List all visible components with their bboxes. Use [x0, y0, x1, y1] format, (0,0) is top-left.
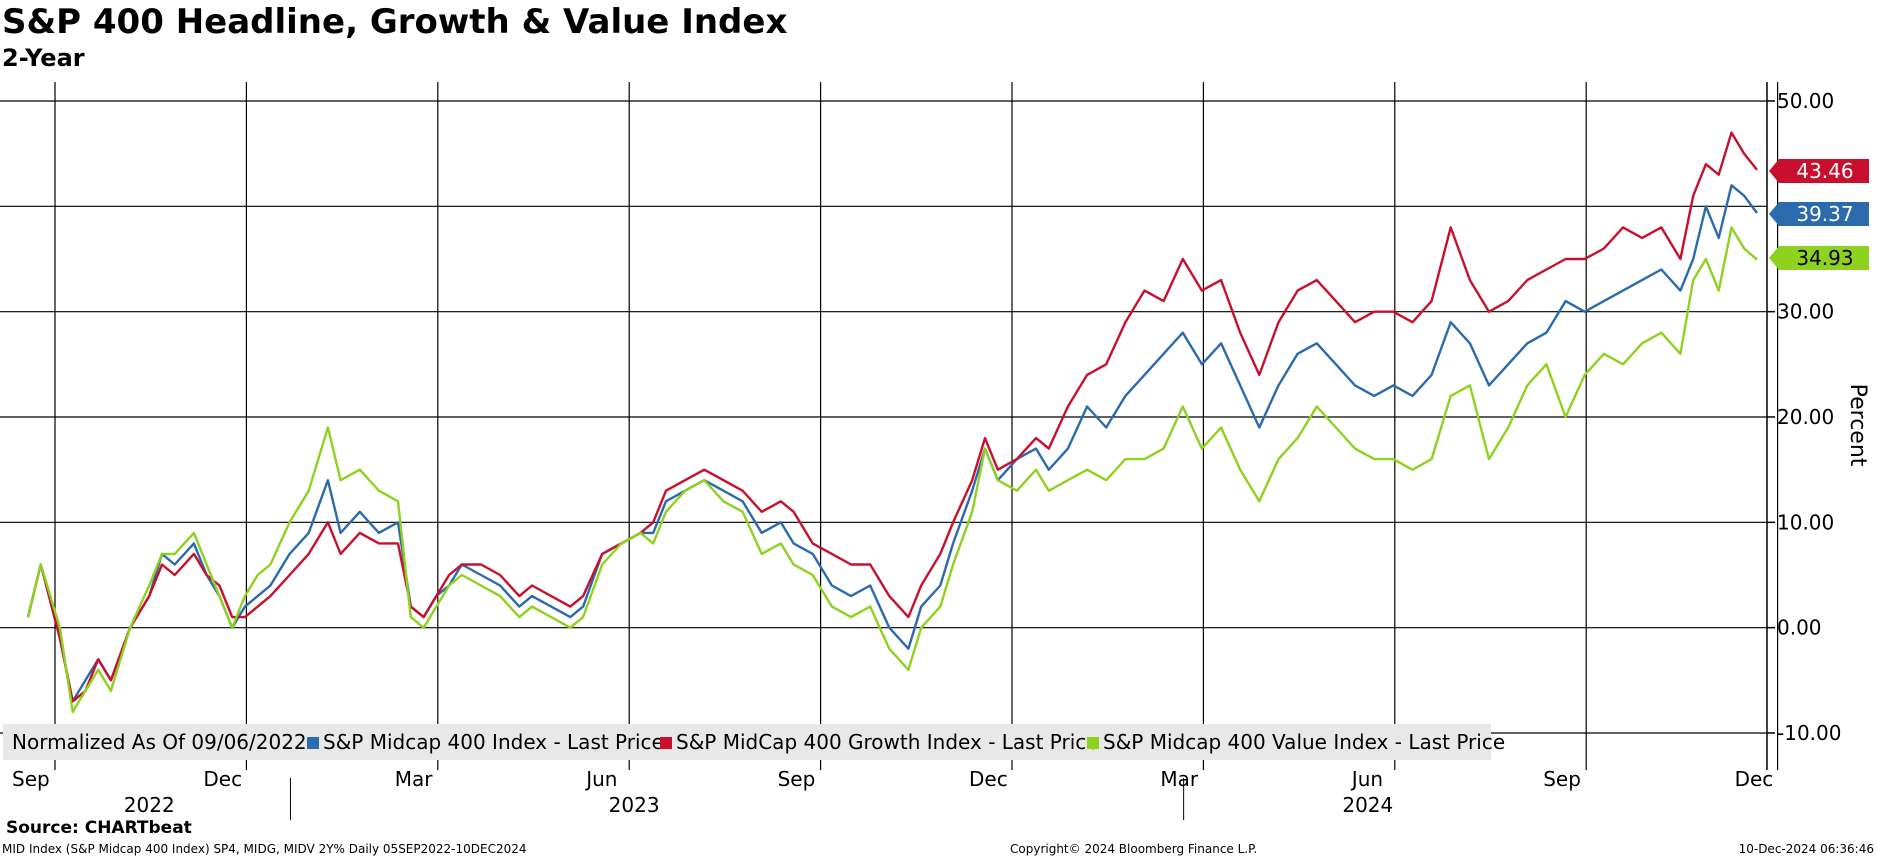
- x-tick-label: Sep: [12, 767, 50, 791]
- legend-swatch-green: [1087, 737, 1099, 749]
- x-year-label: 2024: [1342, 793, 1393, 817]
- last-value-tags: 43.46 39.37 34.93: [1769, 159, 1869, 270]
- x-tick-label: Jun: [584, 767, 617, 791]
- footer-timestamp: 10-Dec-2024 06:36:46: [1738, 842, 1874, 856]
- value-tag-2: [1769, 246, 1869, 270]
- value-tag-1: [1769, 159, 1869, 183]
- x-tick-label: Dec: [203, 767, 242, 791]
- x-tick-label: Jun: [1350, 767, 1383, 791]
- chart-title: S&P 400 Headline, Growth & Value Index: [2, 2, 788, 42]
- series-line-2: [26, 226, 1758, 714]
- value-tag-label: 34.93: [1796, 246, 1853, 270]
- value-tag-label: 43.46: [1796, 159, 1853, 183]
- chart-subtitle: 2-Year: [2, 44, 85, 72]
- x-year-label: 2023: [609, 793, 660, 817]
- legend: [3, 724, 1491, 760]
- legend-label-growth: S&P MidCap 400 Growth Index - Last Price: [676, 730, 1099, 754]
- legend-item-growth: S&P MidCap 400 Growth Index - Last Price: [660, 730, 1099, 754]
- x-tick-label: Sep: [1543, 767, 1581, 791]
- legend-item-value: S&P Midcap 400 Value Index - Last Price: [1087, 730, 1505, 754]
- gridlines: [0, 82, 1779, 770]
- y-tick-label: 50.00: [1777, 89, 1834, 113]
- x-tick-label: Dec: [1735, 767, 1774, 791]
- y-axis-label: Percent: [1845, 384, 1870, 467]
- x-tick-label: Dec: [969, 767, 1008, 791]
- y-tick-label: 0.00: [1777, 616, 1822, 640]
- footer-ticker-info: MID Index (S&P Midcap 400 Index) SP4, MI…: [2, 842, 527, 856]
- x-year-label: 2022: [124, 793, 175, 817]
- series-lines: [26, 131, 1758, 714]
- footer-copyright: Copyright© 2024 Bloomberg Finance L.P.: [1010, 842, 1258, 856]
- x-tick-label: Mar: [1160, 767, 1199, 791]
- y-tick-label: 10.00: [1777, 510, 1834, 534]
- x-tick-label: Mar: [395, 767, 434, 791]
- legend-swatch-blue: [307, 737, 319, 749]
- value-tag-0: [1769, 202, 1869, 226]
- series-line-1: [26, 131, 1758, 703]
- series-line-0: [26, 184, 1758, 703]
- value-tag-label: 39.37: [1796, 202, 1853, 226]
- y-tick-label: -10.00: [1777, 721, 1841, 745]
- source-note: Source: CHARTbeat: [6, 818, 192, 838]
- legend-label-headline: S&P Midcap 400 Index - Last Price: [323, 730, 664, 754]
- legend-note: Normalized As Of 09/06/2022: [12, 730, 307, 754]
- y-axis: -10.00 0.00 10.00 20.00 30.00 50.00: [1766, 82, 1841, 770]
- y-tick-label: 20.00: [1777, 405, 1834, 429]
- x-axis: Sep Dec Mar Jun Sep Dec Mar Jun Sep Dec 2022 2023 20…: [12, 767, 1773, 820]
- legend-item-headline: S&P Midcap 400 Index - Last Price: [307, 730, 664, 754]
- x-tick-label: Sep: [778, 767, 816, 791]
- y-tick-label: 30.00: [1777, 300, 1834, 324]
- legend-label-value: S&P Midcap 400 Value Index - Last Price: [1103, 730, 1506, 754]
- legend-swatch-red: [660, 737, 672, 749]
